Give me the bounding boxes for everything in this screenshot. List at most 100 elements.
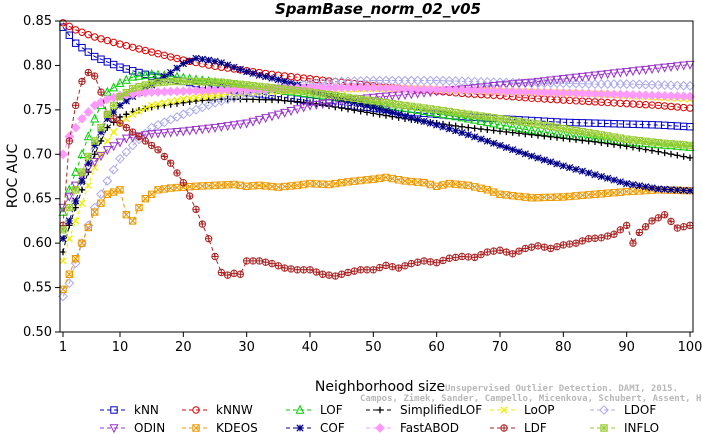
point-inflo xyxy=(249,81,257,90)
point-inflo xyxy=(502,115,511,124)
point-kdeos xyxy=(426,180,435,189)
point-fastabod xyxy=(615,89,626,100)
legend-item-ldof: LDOF xyxy=(590,403,656,417)
point-inflo xyxy=(147,79,156,87)
point-kdeos xyxy=(616,188,625,196)
point-kdeos xyxy=(578,191,587,200)
point-ldf xyxy=(299,266,308,274)
point-ldof xyxy=(545,78,556,89)
legend-marker-odin xyxy=(109,424,119,434)
point-inflo xyxy=(496,115,504,123)
point-knnw xyxy=(122,42,131,50)
legend-item-lof: LOF xyxy=(286,403,343,417)
point-inflo xyxy=(584,129,593,137)
point-kdeos xyxy=(280,182,289,191)
point-kdeos xyxy=(116,186,124,194)
point-cof xyxy=(610,176,618,184)
point-ldf xyxy=(413,258,422,266)
point-cof xyxy=(97,128,105,136)
point-simplifiedlof xyxy=(281,97,288,104)
point-cof xyxy=(648,184,656,192)
point-ldf xyxy=(502,248,511,256)
point-simplifiedlof xyxy=(661,149,668,157)
point-fastabod xyxy=(621,89,632,100)
point-ldf xyxy=(312,268,321,276)
point-odin xyxy=(660,63,670,73)
point-inflo xyxy=(65,203,74,212)
x-tick-label: 40 xyxy=(302,340,319,355)
point-odin xyxy=(210,123,220,133)
legend-item-odin: ODIN xyxy=(100,421,165,434)
point-fastabod xyxy=(647,90,657,101)
point-inflo xyxy=(90,137,99,145)
point-simplifiedlof xyxy=(306,99,314,106)
point-cof xyxy=(616,178,624,186)
point-simplifiedlof xyxy=(674,152,681,159)
point-simplifiedlof xyxy=(357,108,364,115)
point-ldof xyxy=(647,79,657,90)
legend-label-odin: ODIN xyxy=(134,421,165,434)
point-ldf xyxy=(84,68,93,77)
point-inflo xyxy=(274,84,283,93)
point-knn xyxy=(686,123,694,131)
legend-item-fastabod: FastABOD xyxy=(366,421,459,434)
point-ldf xyxy=(578,237,587,245)
point-inflo xyxy=(173,77,181,86)
point-fastabod xyxy=(533,87,543,98)
point-simplifiedlof xyxy=(465,124,472,131)
point-inflo xyxy=(116,92,124,101)
legend-marker-inflo xyxy=(600,424,608,432)
point-ldf xyxy=(610,230,618,238)
point-odin xyxy=(603,70,613,80)
point-loop xyxy=(129,110,137,118)
point-loop xyxy=(78,199,86,207)
point-knn xyxy=(84,48,93,56)
point-ldf xyxy=(458,252,466,261)
point-ldf xyxy=(179,179,188,187)
y-tick-label: 0.55 xyxy=(23,281,52,296)
point-odin xyxy=(482,82,492,92)
point-inflo xyxy=(641,137,650,146)
point-simplifiedlof xyxy=(294,98,301,105)
point-cof xyxy=(661,185,669,193)
point-ldof xyxy=(127,140,138,151)
point-ldf xyxy=(128,128,137,136)
point-kdeos xyxy=(78,239,86,247)
point-inflo xyxy=(439,107,447,115)
point-inflo xyxy=(616,134,625,142)
point-cof xyxy=(680,186,688,194)
point-cof xyxy=(572,165,580,174)
point-cof xyxy=(357,100,365,108)
point-loop xyxy=(110,128,118,136)
point-odin xyxy=(558,75,568,85)
point-cof xyxy=(287,79,295,87)
point-fastabod xyxy=(336,82,347,93)
point-fastabod xyxy=(514,86,524,97)
legend-marker-knn xyxy=(110,406,118,414)
point-odin xyxy=(533,77,543,87)
point-kdeos xyxy=(299,180,308,189)
point-cof xyxy=(110,108,118,116)
point-ldf xyxy=(641,223,650,231)
point-simplifiedlof xyxy=(91,151,98,158)
y-tick-label: 0.70 xyxy=(23,147,52,162)
point-fastabod xyxy=(596,89,607,99)
point-inflo xyxy=(432,106,441,114)
point-kdeos xyxy=(375,174,384,182)
legend-label-loop: LoOP xyxy=(524,403,555,417)
point-ldf xyxy=(407,259,416,268)
point-cof xyxy=(483,137,491,145)
point-inflo xyxy=(445,107,454,116)
y-tick-label: 0.65 xyxy=(23,192,52,207)
point-ldf xyxy=(109,115,118,123)
point-cof xyxy=(363,101,371,110)
point-kdeos xyxy=(565,192,574,201)
point-cof xyxy=(274,76,282,84)
point-inflo xyxy=(540,121,549,130)
legend-marker-ldf xyxy=(500,424,508,432)
point-lof xyxy=(482,117,492,127)
legend-label-knn: kNN xyxy=(134,403,159,417)
point-ldof xyxy=(583,79,594,89)
point-fastabod xyxy=(545,87,556,98)
point-fastabod xyxy=(70,122,81,133)
